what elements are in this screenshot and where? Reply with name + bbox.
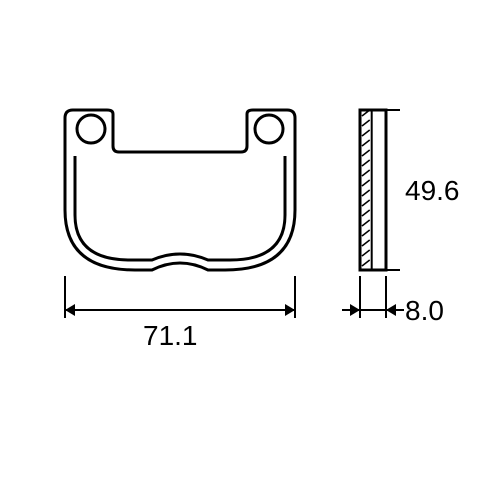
drawing-svg bbox=[0, 0, 500, 500]
dimension-thickness-label: 8.0 bbox=[405, 295, 444, 327]
technical-drawing-canvas: 71.1 49.6 8.0 bbox=[0, 0, 500, 500]
dimension-width-label: 71.1 bbox=[143, 320, 198, 352]
dimension-height-label: 49.6 bbox=[405, 175, 460, 207]
